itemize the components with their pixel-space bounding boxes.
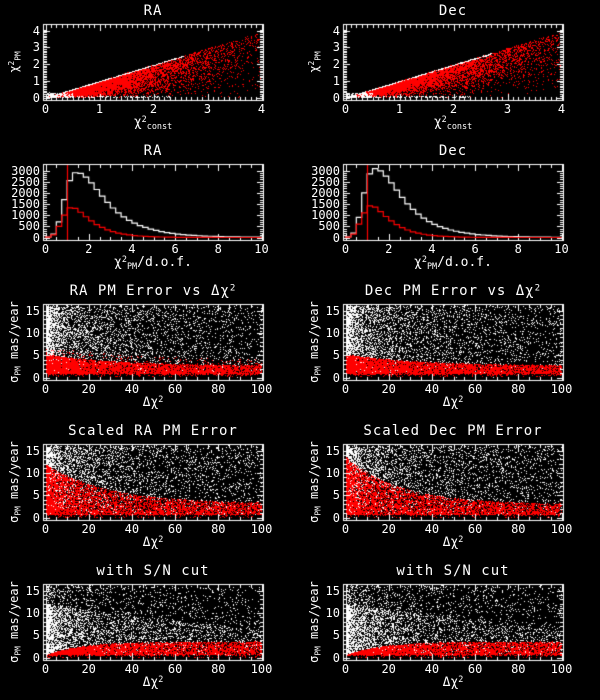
scaled-dec-pm-error-canvas	[300, 420, 600, 560]
panel-ra-pm-error-vs-dchi2: RA PM Error vs Δχ2 0 20 40 60 80 100 0 5 10 15 Δχ2 σ…	[0, 280, 300, 420]
ra-chi2-scatter-canvas	[0, 0, 300, 140]
ra-chi2dof-histogram-canvas	[0, 140, 300, 280]
ra-pm-error-sn-cut-canvas	[0, 560, 300, 700]
dec-pm-error-sn-cut-canvas	[300, 560, 600, 700]
dec-chi2dof-histogram-canvas	[300, 140, 600, 280]
panel-ra-chi2dof-histogram: RA 0 2 4 6 8 10 0 500 1000 1500 2000 2500 3000 χ2PM/d.…	[0, 140, 300, 280]
panel-dec-pm-error-vs-dchi2: Dec PM Error vs Δχ2 0 20 40 60 80 100 0 5 10 15 Δχ2…	[300, 280, 600, 420]
panel-dec-chi2dof-histogram: Dec 0 2 4 6 8 10 0 500 1000 1500 2000 2500 3000 χ2PM/d…	[300, 140, 600, 280]
scaled-ra-pm-error-canvas	[0, 420, 300, 560]
panel-scaled-ra-pm-error: Scaled RA PM Error 0 20 40 60 80 100 0 5 10 15 Δχ2 σ…	[0, 420, 300, 560]
panel-dec-chi2-scatter: Dec 0 1 2 3 4 0 1 2 3 4 χ2const χ2PM	[300, 0, 600, 140]
dec-chi2-scatter-canvas	[300, 0, 600, 140]
panel-dec-pm-error-sn-cut: with S/N cut 0 20 40 60 80 100 0 5 10 15 Δχ2 σPM mas…	[300, 560, 600, 700]
ra-pm-error-vs-dchi2-canvas	[0, 280, 300, 420]
panel-ra-chi2-scatter: RA 0 1 2 3 4 0 1 2 3 4 χ2const χ2PM	[0, 0, 300, 140]
panel-ra-pm-error-sn-cut: with S/N cut 0 20 40 60 80 100 0 5 10 15 Δχ2 σPM mas…	[0, 560, 300, 700]
dec-pm-error-vs-dchi2-canvas	[300, 280, 600, 420]
panel-scaled-dec-pm-error: Scaled Dec PM Error 0 20 40 60 80 100 0 5 10 15 Δχ2…	[300, 420, 600, 560]
